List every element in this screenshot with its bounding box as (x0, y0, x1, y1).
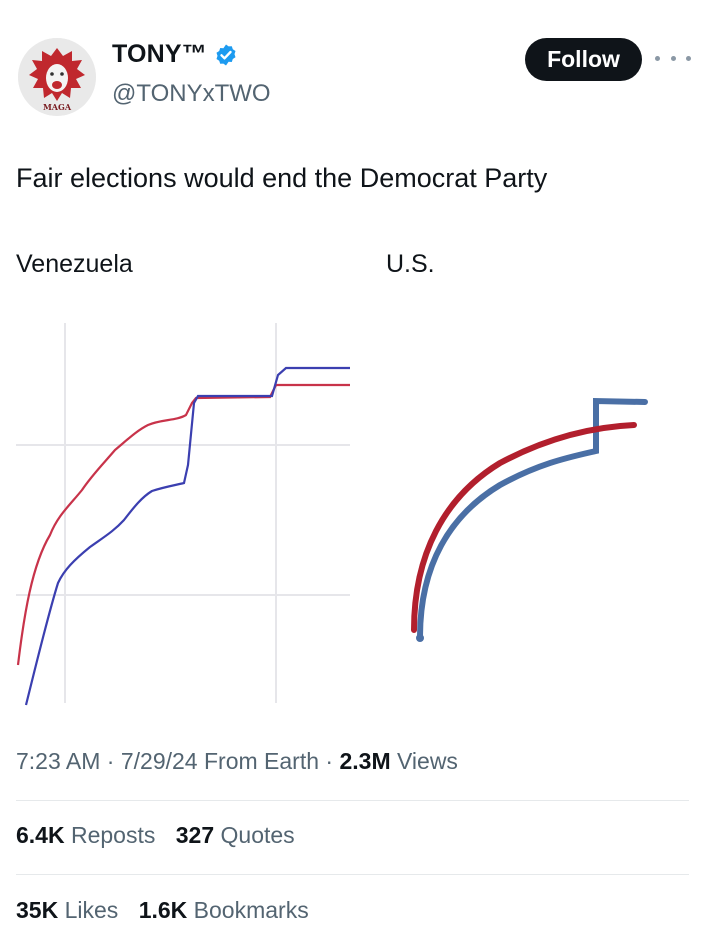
reposts-count: 6.4K (16, 822, 65, 848)
tweet-source: From Earth (203, 748, 320, 774)
tweet-header: MAGA TONY™ @TONYxTWO Follow (0, 0, 705, 130)
dot (655, 55, 660, 61)
tweet-text: Fair elections would end the Democrat Pa… (16, 163, 548, 193)
tweet-meta: 7:23 AM · 7/29/24 From Earth · 2.3M View… (16, 748, 458, 775)
reposts-stat[interactable]: 6.4K Reposts (16, 822, 162, 848)
handle[interactable]: @TONYxTWO (112, 80, 271, 107)
venezuela-blue-line (24, 366, 350, 706)
reposts-label: Reposts (70, 822, 156, 848)
stats-row-reposts-quotes: 6.4K Reposts 327 Quotes (16, 822, 309, 849)
name-row: TONY™ (112, 40, 238, 69)
stats-row-likes-bookmarks: 35K Likes 1.6K Bookmarks (16, 897, 323, 924)
likes-count: 35K (16, 897, 59, 923)
bookmarks-label: Bookmarks (193, 897, 309, 923)
tweet-media-image[interactable] (0, 235, 705, 715)
tweet-date[interactable]: 7/29/24 (120, 748, 198, 774)
us-blue-line (417, 397, 648, 640)
meta-separator: · (325, 748, 340, 774)
avatar[interactable]: MAGA (18, 38, 96, 116)
views-count: 2.3M (339, 748, 391, 774)
us-label: U.S. (386, 250, 435, 278)
likes-label: Likes (64, 897, 119, 923)
lion-logo-icon: MAGA (18, 38, 96, 116)
quotes-count: 327 (175, 822, 215, 848)
bookmarks-count: 1.6K (138, 897, 188, 923)
bookmarks-stat[interactable]: 1.6K Bookmarks (139, 897, 309, 923)
quotes-label: Quotes (220, 822, 295, 848)
display-name[interactable]: TONY™ (112, 40, 207, 68)
meta-separator: · (106, 748, 121, 774)
dot (670, 55, 676, 61)
svg-text:MAGA: MAGA (43, 102, 72, 112)
quotes-stat[interactable]: 327 Quotes (176, 822, 295, 848)
comparison-image (16, 323, 648, 706)
dot (686, 55, 691, 61)
venezuela-label: Venezuela (16, 250, 133, 278)
divider (16, 874, 689, 875)
follow-button[interactable]: Follow (525, 38, 642, 81)
views-label: Views (397, 748, 458, 774)
likes-stat[interactable]: 35K Likes (16, 897, 125, 923)
us-red-line (411, 422, 637, 633)
tweet-time[interactable]: 7:23 AM (16, 748, 101, 774)
verified-badge-icon (216, 44, 236, 65)
us-blue-endpoint (416, 634, 424, 642)
more-options-icon[interactable] (655, 48, 691, 68)
venezuela-red-line (16, 383, 350, 666)
venezuela-grid (16, 323, 350, 703)
divider (16, 800, 689, 801)
